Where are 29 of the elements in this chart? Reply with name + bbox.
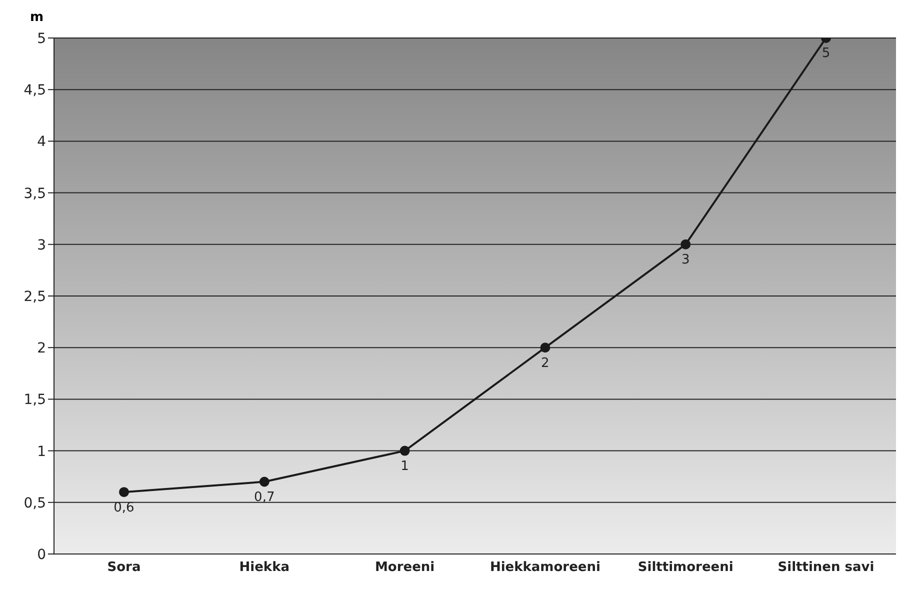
data-label: 5 xyxy=(822,46,830,62)
y-tick-label: 3 xyxy=(37,237,46,254)
x-tick-label: Silttimoreeni xyxy=(638,560,734,576)
point xyxy=(400,446,410,456)
x-tick-label: Silttinen savi xyxy=(778,560,874,576)
data-label: 1 xyxy=(400,459,409,474)
x-tick-label: Hiekkamoreeni xyxy=(490,560,600,576)
data-label: 0,7 xyxy=(254,490,275,505)
y-tick-label: 1,5 xyxy=(24,392,46,408)
y-tick-label: 3,5 xyxy=(24,186,46,202)
x-tick-label: Moreeni xyxy=(374,560,435,576)
x-tick-label: Hiekka xyxy=(239,560,290,576)
data-label: 0,6 xyxy=(114,500,134,516)
point xyxy=(540,342,550,353)
y-tick-label: 4 xyxy=(37,134,46,150)
y-tick-label: 0 xyxy=(37,546,46,563)
y-tick-label: 0,5 xyxy=(24,495,46,512)
y-tick-label: 2 xyxy=(37,340,46,357)
y-tick-label: 2,5 xyxy=(24,288,46,305)
y-tick-label: 4,5 xyxy=(24,82,46,99)
y-axis-title: m xyxy=(30,10,44,25)
y-tick-label: 1 xyxy=(37,444,46,460)
data-label: 2 xyxy=(541,356,550,371)
y-tick-label: 5 xyxy=(37,30,46,47)
point xyxy=(259,476,270,487)
point xyxy=(119,487,129,498)
point xyxy=(680,239,691,250)
x-tick-label: Sora xyxy=(107,560,141,576)
data-label: 3 xyxy=(681,252,690,268)
